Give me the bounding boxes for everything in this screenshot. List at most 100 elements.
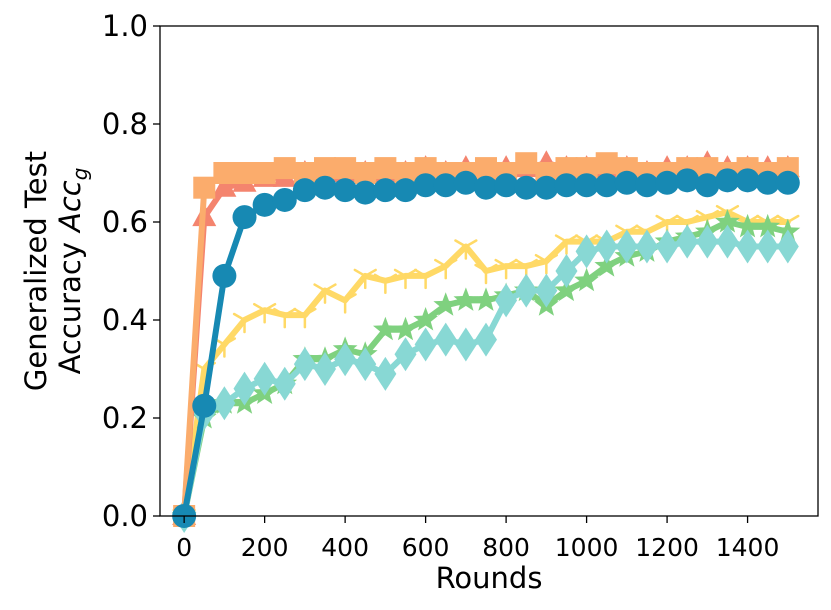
y-tick-label: 0.2 [102, 401, 148, 435]
data-point [252, 192, 277, 217]
data-point [555, 254, 578, 288]
data-point [575, 157, 598, 180]
data-point [413, 268, 438, 290]
data-point [293, 162, 316, 184]
data-point [353, 268, 377, 290]
data-point [393, 268, 418, 290]
data-point [776, 229, 799, 264]
data-point [433, 292, 459, 316]
data-point [575, 234, 598, 269]
data-point [253, 361, 276, 396]
data-point [413, 173, 438, 198]
data-point [394, 162, 417, 184]
data-point [353, 180, 378, 205]
x-tick-label: 400 [321, 533, 369, 562]
data-point [333, 293, 357, 314]
data-point [474, 322, 497, 357]
data-point [515, 152, 538, 175]
data-point [715, 209, 740, 233]
data-point [314, 352, 337, 386]
y-tick-label: 0.0 [102, 499, 148, 533]
data-point [273, 307, 297, 329]
series-line [181, 219, 791, 519]
x-tick-label: 0 [176, 533, 192, 562]
data-point [473, 175, 498, 200]
series-tri-cross [172, 204, 800, 530]
y-axis-label-line2: Accuracy Accg [53, 168, 92, 375]
data-point [252, 302, 277, 324]
data-point [735, 168, 760, 193]
data-point [755, 213, 781, 238]
data-point [595, 152, 618, 175]
data-point [574, 173, 599, 198]
data-point [233, 371, 256, 406]
data-point [413, 307, 438, 331]
data-point [292, 178, 317, 203]
data-point [253, 162, 276, 184]
data-point [453, 170, 478, 195]
data-point [574, 267, 599, 292]
plot-area [171, 150, 801, 533]
data-point [293, 347, 316, 382]
data-point [374, 157, 397, 180]
data-point [695, 173, 720, 198]
y-axis-label-line1: Generalized Test [19, 151, 53, 391]
data-point [473, 287, 499, 311]
data-point [272, 187, 297, 212]
data-point [212, 174, 237, 197]
data-point [614, 170, 639, 195]
data-point [594, 173, 619, 198]
data-point [534, 175, 559, 200]
data-point [334, 157, 357, 180]
series-circle [172, 168, 800, 528]
y-tick-label: 0.4 [102, 303, 148, 337]
data-point [313, 175, 338, 200]
data-point [554, 234, 579, 255]
data-point [494, 173, 519, 198]
data-point [453, 287, 479, 311]
data-point [554, 173, 579, 198]
axes: 0 200 400 600 800 1000 1200 1400 0.0 0.2 0.4 0.6 0.8… [102, 9, 780, 562]
data-point [554, 277, 579, 302]
y-axis-label-word: Accuracy [53, 242, 87, 374]
data-point [555, 157, 578, 180]
data-point [454, 327, 477, 362]
data-point [495, 283, 518, 318]
data-point [273, 157, 296, 180]
data-point [232, 205, 257, 230]
data-point [715, 168, 740, 193]
x-tick-label: 1400 [716, 533, 780, 562]
data-point [676, 224, 699, 259]
y-tick-label: 1.0 [102, 9, 148, 43]
data-point [212, 263, 237, 288]
data-point [354, 347, 377, 382]
data-point [514, 175, 539, 200]
plot-frame [159, 25, 819, 517]
data-point [334, 342, 357, 377]
series-line [181, 209, 791, 519]
data-point [656, 229, 679, 264]
data-point [735, 213, 760, 238]
data-point [192, 393, 217, 418]
data-point [433, 173, 458, 198]
data-point [213, 162, 236, 184]
data-point [454, 239, 478, 260]
x-tick-label: 1000 [555, 533, 619, 562]
data-point [634, 173, 659, 198]
data-point [615, 229, 638, 264]
data-point [535, 273, 558, 308]
data-point [373, 273, 398, 295]
data-point [232, 312, 257, 334]
data-point [494, 258, 518, 280]
data-point [696, 224, 719, 259]
data-point [434, 322, 457, 357]
data-point [594, 253, 620, 277]
data-point [313, 283, 337, 304]
data-point [534, 253, 558, 275]
data-point [655, 170, 680, 195]
data-point [414, 157, 437, 180]
y-tick-label: 0.8 [102, 107, 148, 141]
data-point [515, 273, 538, 308]
data-point [374, 356, 397, 391]
data-point [756, 229, 779, 264]
